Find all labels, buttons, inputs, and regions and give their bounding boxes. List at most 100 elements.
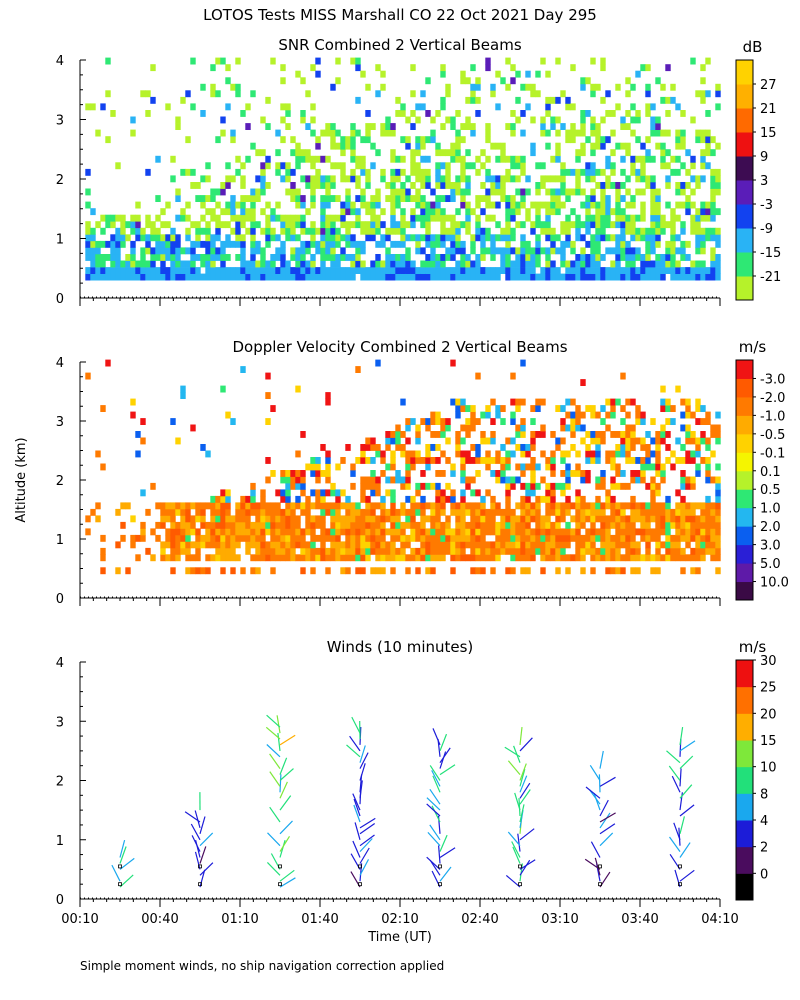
heatmap-cell <box>475 547 481 555</box>
heatmap-cell <box>500 457 506 464</box>
heatmap-cell <box>480 411 486 419</box>
heatmap-cell <box>540 221 546 229</box>
heatmap-cell <box>380 470 386 477</box>
heatmap-cell <box>415 567 421 575</box>
heatmap-cell <box>145 508 151 516</box>
heatmap-cell <box>250 234 256 242</box>
heatmap-cell <box>265 201 271 209</box>
heatmap-cell <box>215 521 221 529</box>
heatmap-cell <box>610 162 616 170</box>
heatmap-cell <box>630 554 636 562</box>
heatmap-cell <box>340 201 346 209</box>
colorbar-swatch <box>736 660 753 688</box>
heatmap-cell <box>665 182 671 189</box>
heatmap-cell <box>620 418 626 425</box>
wind-barb <box>199 816 206 834</box>
heatmap-cell <box>665 554 671 562</box>
colorbar-swatch <box>736 156 753 181</box>
heatmap-cell <box>455 431 461 438</box>
heatmap-cell <box>660 385 666 393</box>
heatmap-cell <box>115 541 121 549</box>
heatmap-cell <box>540 123 546 130</box>
heatmap-cell <box>495 476 501 484</box>
heatmap-cell <box>135 534 141 542</box>
heatmap-cell <box>370 521 376 529</box>
heatmap-cell <box>405 470 411 477</box>
heatmap-cell <box>285 273 291 281</box>
heatmap-cell <box>85 227 91 235</box>
heatmap-cell <box>695 273 701 281</box>
heatmap-cell <box>555 534 561 542</box>
heatmap-cell <box>175 528 181 536</box>
heatmap-cell <box>220 254 226 261</box>
heatmap-cell <box>700 208 706 216</box>
heatmap-cell <box>355 528 361 536</box>
heatmap-cell <box>305 502 311 510</box>
heatmap-cell <box>400 221 406 229</box>
heatmap-cell <box>570 221 576 229</box>
colorbar-label: 2 <box>760 841 768 856</box>
heatmap-cell <box>630 521 636 529</box>
heatmap-cell <box>625 457 631 464</box>
heatmap-cell <box>190 541 196 549</box>
heatmap-cell <box>640 267 646 274</box>
heatmap-cell <box>695 470 701 477</box>
heatmap-cell <box>350 254 356 261</box>
heatmap-cell <box>115 214 121 222</box>
heatmap-cell <box>650 508 656 516</box>
heatmap-cell <box>305 463 311 471</box>
heatmap-cell <box>485 155 491 163</box>
heatmap-cell <box>680 247 686 255</box>
heatmap-cell <box>195 240 201 248</box>
heatmap-cell <box>430 201 436 209</box>
heatmap-cell <box>190 521 196 529</box>
heatmap-cell <box>370 195 376 202</box>
heatmap-cell <box>515 70 521 78</box>
heatmap-cell <box>300 247 306 255</box>
heatmap-cell <box>195 547 201 555</box>
heatmap-cell <box>610 405 616 412</box>
heatmap-cell <box>680 273 686 281</box>
heatmap-cell <box>220 188 226 196</box>
heatmap-cell <box>615 463 621 471</box>
heatmap-cell <box>590 437 596 445</box>
heatmap-cell <box>555 515 561 523</box>
heatmap-cell <box>260 227 266 235</box>
heatmap-cell <box>470 476 476 484</box>
heatmap-cell <box>690 476 696 484</box>
heatmap-cell <box>145 168 151 176</box>
heatmap-cell <box>715 182 721 189</box>
heatmap-cell <box>285 515 291 523</box>
heatmap-cell <box>330 273 336 281</box>
heatmap-cell <box>600 227 606 235</box>
heatmap-cell <box>665 110 671 117</box>
heatmap-cell <box>250 521 256 529</box>
heatmap-cell <box>205 227 211 235</box>
heatmap-cell <box>230 521 236 529</box>
heatmap-cell <box>465 116 471 124</box>
heatmap-cell <box>350 57 356 65</box>
heatmap-cell <box>525 188 531 196</box>
heatmap-cell <box>235 168 241 176</box>
heatmap-cell <box>345 444 351 451</box>
heatmap-cell <box>270 260 276 268</box>
heatmap-cell <box>360 168 366 176</box>
wind-barb <box>269 806 281 823</box>
heatmap-cell <box>420 457 426 464</box>
heatmap-cell <box>410 195 416 202</box>
heatmap-cell <box>415 554 421 562</box>
heatmap-cell <box>605 521 611 529</box>
heatmap-cell <box>520 359 526 367</box>
heatmap-cell <box>410 214 416 222</box>
heatmap-cell <box>670 227 676 235</box>
heatmap-cell <box>555 502 561 510</box>
heatmap-cell <box>650 155 656 163</box>
heatmap-cell <box>640 437 646 445</box>
heatmap-cell <box>620 273 626 281</box>
heatmap-cell <box>390 554 396 562</box>
heatmap-cell <box>705 267 711 274</box>
heatmap-cell <box>410 182 416 189</box>
heatmap-cell <box>335 260 341 268</box>
heatmap-cell <box>145 221 151 229</box>
heatmap-cell <box>360 508 366 516</box>
